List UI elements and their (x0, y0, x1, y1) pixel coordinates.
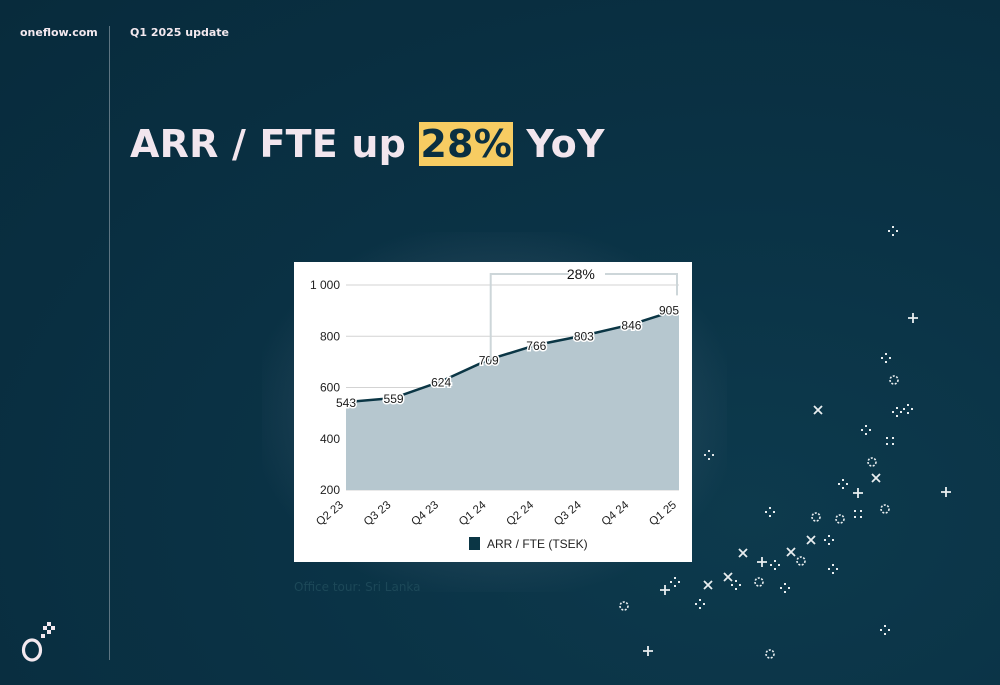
sparkle-icon (881, 353, 891, 363)
x-tick-label: Q2 24 (505, 499, 537, 529)
sparkle-icon (853, 488, 863, 498)
sparkle-icon (695, 599, 705, 609)
sparkle-icon (765, 649, 775, 659)
x-tick-label: Q1 24 (457, 499, 489, 529)
x-tick-label: Q3 24 (552, 499, 584, 529)
x-tick-label: Q1 25 (647, 499, 679, 528)
annotation-bracket-left (489, 273, 569, 360)
divider-line (109, 26, 110, 660)
data-label: 624 (431, 375, 451, 389)
series-line (345, 308, 680, 404)
sparkle-icon (731, 580, 741, 590)
sparkle-icon (704, 450, 714, 460)
y-tick-label: 200 (320, 483, 340, 497)
sparkle-icon (880, 625, 890, 635)
sparkle-icon (670, 577, 680, 587)
legend-label: ARR / FTE (TSEK) (487, 537, 588, 551)
data-label: 766 (526, 339, 546, 353)
sparkle-icon (765, 507, 775, 517)
data-label: 803 (574, 329, 594, 343)
title-text-after: YoY (512, 122, 605, 166)
sparkle-icon (703, 580, 713, 590)
sparkle-icon (838, 479, 848, 489)
page-title: ARR / FTE up 28% YoY (130, 122, 605, 166)
photo-caption: Office tour: Sri Lanka (294, 580, 421, 594)
sparkle-icon (903, 404, 913, 414)
title-text-before: ARR / FTE up (130, 122, 420, 166)
sparkle-icon (824, 535, 834, 545)
sparkle-icon (738, 548, 748, 558)
sparkle-icon (806, 535, 816, 545)
data-label: 543 (336, 396, 356, 410)
data-label: 559 (384, 392, 404, 406)
sparkle-icon (880, 504, 890, 514)
sparkle-icon (619, 601, 629, 611)
sparkle-icon (941, 487, 951, 497)
sparkle-icon (892, 407, 902, 417)
y-tick-label: 800 (320, 329, 340, 343)
sparkle-icon (886, 437, 894, 445)
sparkle-icon (889, 375, 899, 385)
x-tick-label: Q2 23 (314, 499, 346, 528)
sparkle-icon (643, 646, 653, 656)
sparkle-icon (813, 405, 823, 415)
sparkle-icon (828, 564, 838, 574)
page-subtitle: Q1 2025 update (130, 26, 229, 39)
sparkle-icon (723, 572, 733, 582)
annotation-label: 28% (567, 266, 595, 282)
sparkle-icon (888, 226, 898, 236)
sparkle-icon (780, 583, 790, 593)
x-tick-label: Q4 23 (409, 499, 441, 528)
x-tick-label: Q4 24 (600, 499, 632, 529)
sparkle-icon (786, 547, 796, 557)
sparkle-icon (854, 510, 862, 518)
oneflow-logo-icon (21, 622, 55, 662)
sparkle-icon (754, 577, 764, 587)
series-area (346, 309, 679, 490)
sparkle-icon (867, 457, 877, 467)
sparkle-icon (908, 313, 918, 323)
sparkle-icon (796, 556, 806, 566)
sparkle-icon (811, 512, 821, 522)
data-label: 905 (659, 303, 679, 317)
sparkle-icon (871, 473, 881, 483)
x-tick-label: Q3 23 (362, 499, 394, 528)
y-tick-label: 1 000 (310, 278, 340, 292)
title-highlight: 28% (419, 122, 513, 166)
sparkle-icon (770, 560, 780, 570)
sparkle-icon (835, 514, 845, 524)
area-chart: 200 400 600 800 1 000 Q2 23 Q3 23 Q4 23 Q1 24 Q2… (310, 266, 681, 551)
brand-name: oneflow.com (20, 26, 98, 39)
sparkle-icon (757, 557, 767, 567)
legend-swatch (469, 537, 480, 550)
sparkle-icon (861, 425, 871, 435)
data-label: 709 (479, 354, 499, 368)
annotation-bracket-right (605, 273, 678, 296)
y-tick-label: 600 (320, 381, 340, 395)
sparkle-icon (660, 585, 670, 595)
y-tick-label: 400 (320, 432, 340, 446)
chart-card: 200 400 600 800 1 000 Q2 23 Q3 23 Q4 23 Q1 24 Q2… (294, 262, 692, 562)
data-label: 846 (621, 318, 641, 332)
